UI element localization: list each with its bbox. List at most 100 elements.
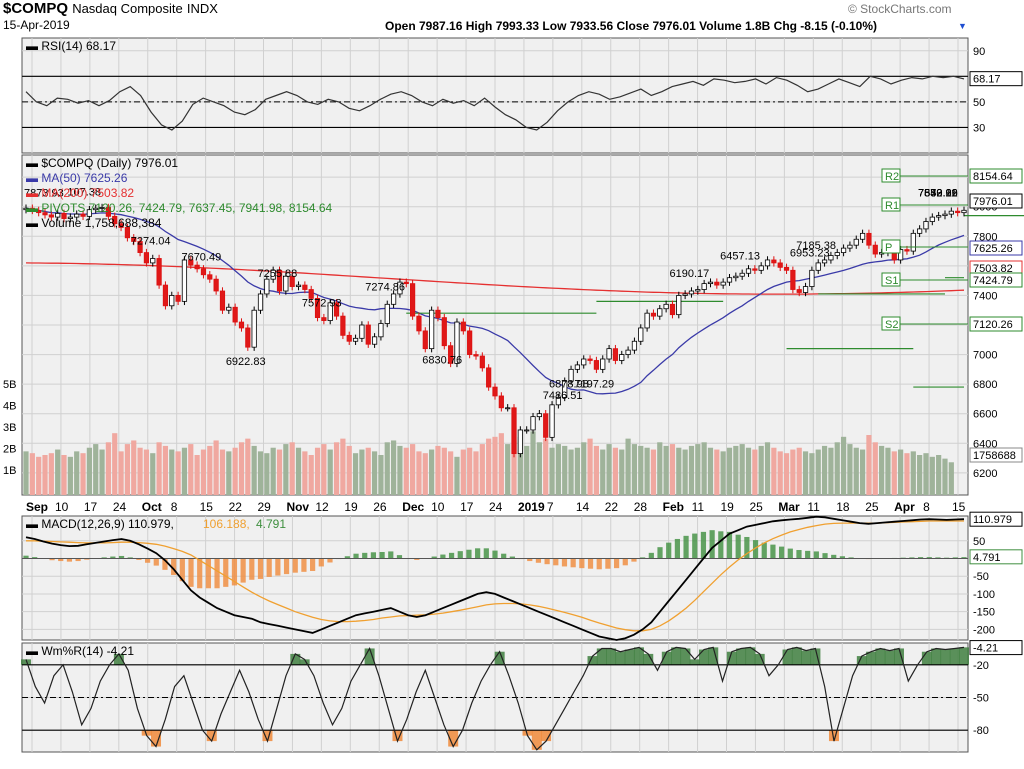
macd-histogram-bar [275,558,281,576]
candle-body [118,223,124,228]
x-axis-label: 15 [200,500,214,514]
candle-body [441,317,447,347]
macd-histogram-bar [118,555,125,559]
candle-body [112,215,118,225]
macd-histogram-bar [961,557,967,559]
candle-body [397,281,403,295]
macd-histogram-bar [66,558,73,562]
volume-bar [505,444,511,495]
macd-histogram-bar [683,535,689,559]
x-axis-label: Dec [402,500,424,514]
volume-bar [226,451,232,495]
volume-bar [213,440,219,495]
x-axis-label: Apr [894,500,915,514]
volume-bar [384,442,390,495]
candle-body [188,259,194,266]
x-axis-label: 25 [749,500,763,514]
candle-body [308,289,314,299]
volume-bar [397,445,403,495]
macd-histogram-bar [535,558,542,563]
macd-histogram-bar [501,553,507,559]
macd-histogram-bar [197,558,203,589]
williams-oversold-fill [206,730,217,742]
x-axis-label: Sep [26,500,48,514]
candle-body [650,312,657,317]
volume-bar [460,449,466,495]
williams-overbought-fill [290,653,301,665]
candle-body [200,268,207,276]
candle-body [448,345,454,364]
volume-bar [834,442,840,495]
volume-bar [942,458,948,495]
price-legend-entry: ▬ Volume 1,758,688,384 [26,216,162,230]
volume-bar [232,447,238,495]
macd-signal-legend: 106.188, [203,517,250,531]
x-axis-label: 25 [865,500,879,514]
macd-histogram-bar [257,558,264,579]
macd-histogram-bar [153,558,159,566]
candle-body [175,295,181,302]
y-tick-label: -80 [973,725,989,737]
price-annotation: 7274.04 [131,235,171,247]
x-axis-label: 10 [431,500,445,514]
rsi-last-value-box [969,71,1023,87]
williams-oversold-fill [262,730,273,742]
volume-bar [948,462,954,495]
candle-body [257,293,264,311]
williams-oversold-fill [392,730,403,742]
volume-bar [245,438,251,495]
williams-overbought-fill [959,647,969,665]
volume-bar [543,438,549,495]
volume-axis-label: 5B [3,379,16,391]
volume-bar [410,444,416,495]
candle-body [264,278,270,295]
macd-histogram-bar [952,557,958,559]
price-annotation: 107.38 [67,187,101,199]
candle-body [321,317,327,321]
volume-bar [308,455,314,495]
volume-bar [200,449,207,495]
macd-histogram-bar [396,555,403,559]
volume-bar [701,442,707,495]
volume-bar [695,444,701,495]
price-last-value: 8154.64 [973,171,1013,183]
williams-oversold-fill [531,730,542,750]
price-annotation: 7572.93 [302,298,342,310]
candle-body [695,289,701,292]
macd-histogram-bar [310,558,316,571]
candle-body [771,259,777,264]
volume-bar [720,451,726,495]
candle-body [99,207,105,209]
candle-body [213,278,219,292]
x-axis-label: 12 [315,500,329,514]
volume-bar [283,444,289,495]
candle-body [156,258,162,286]
candle-body [796,289,802,293]
volume-bar [828,447,834,495]
volume-bar [188,444,194,495]
macd-histogram-bar [283,558,290,575]
macd-histogram-bar [266,558,272,577]
macd-histogram-bar [509,556,515,559]
x-axis-label: 18 [836,500,850,514]
price-annotation: 7274.86 [365,281,405,293]
candle-body [936,215,942,218]
volume-bar [771,447,777,495]
williams-overbought-fill [671,647,682,665]
candle-body [917,228,923,234]
macd-histogram-bar [240,558,246,583]
x-axis-label: 22 [229,500,243,514]
candle-body [270,269,276,280]
candle-body [371,336,378,345]
volume-bar [276,449,283,495]
candle-body [61,212,67,219]
volume-bar [707,447,714,495]
macd-histogram-bar [188,558,194,587]
williams-overbought-fill [698,649,709,665]
candle-body [574,364,580,370]
candle-body [181,259,188,302]
volume-bar [574,447,580,495]
williams-last-value-box [969,640,1023,656]
macd-histogram-bar [292,558,298,573]
y-tick-label: 6800 [973,379,997,391]
